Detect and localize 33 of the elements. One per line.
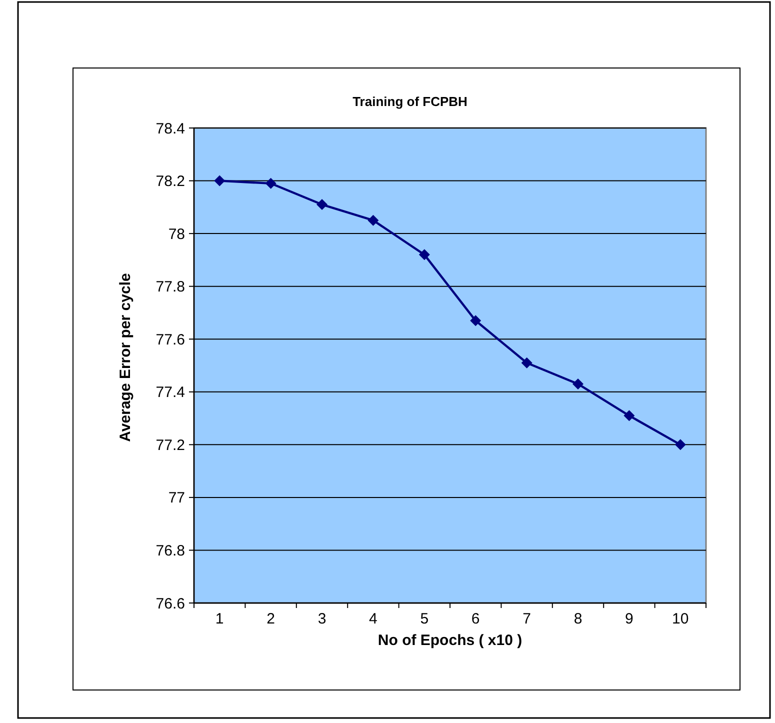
x-tick-label: 8 xyxy=(574,610,582,628)
x-tick-label: 4 xyxy=(369,610,378,628)
y-tick-label: 77.2 xyxy=(156,436,185,454)
x-tick-label: 1 xyxy=(215,610,224,628)
point xyxy=(214,175,226,186)
point xyxy=(674,439,686,450)
x-tick-label: 3 xyxy=(318,610,326,628)
y-tick-label: 76.8 xyxy=(156,542,185,560)
point xyxy=(624,410,635,422)
y-tick-label: 78.2 xyxy=(156,173,185,190)
point xyxy=(418,249,430,260)
point xyxy=(265,178,276,189)
point xyxy=(572,378,584,390)
point xyxy=(316,199,328,210)
x-tick-label: 7 xyxy=(522,610,531,628)
chart-title: Training of FCPBH xyxy=(352,94,468,109)
x-tick-label: 5 xyxy=(420,610,429,628)
y-tick-label: 77.4 xyxy=(156,384,185,402)
y-tick-label: 77 xyxy=(168,490,185,507)
y-tick-label: 78.4 xyxy=(156,120,185,138)
point xyxy=(470,315,482,326)
y-tick-label: 77.6 xyxy=(156,331,185,348)
point xyxy=(368,214,379,226)
y-tick-label: 76.6 xyxy=(156,595,185,612)
x-tick-label: 2 xyxy=(266,610,275,628)
y-tick-label: 77.8 xyxy=(156,278,185,296)
y-axis-title: Average Error per cycle xyxy=(117,273,134,442)
x-tick-label: 9 xyxy=(625,610,634,628)
x-axis-title: No of Epochs ( x10 ) xyxy=(378,632,522,649)
x-tick-label: 10 xyxy=(672,610,689,628)
point xyxy=(521,357,532,368)
x-tick-label: 6 xyxy=(471,610,480,628)
y-tick-label: 78 xyxy=(168,226,185,243)
